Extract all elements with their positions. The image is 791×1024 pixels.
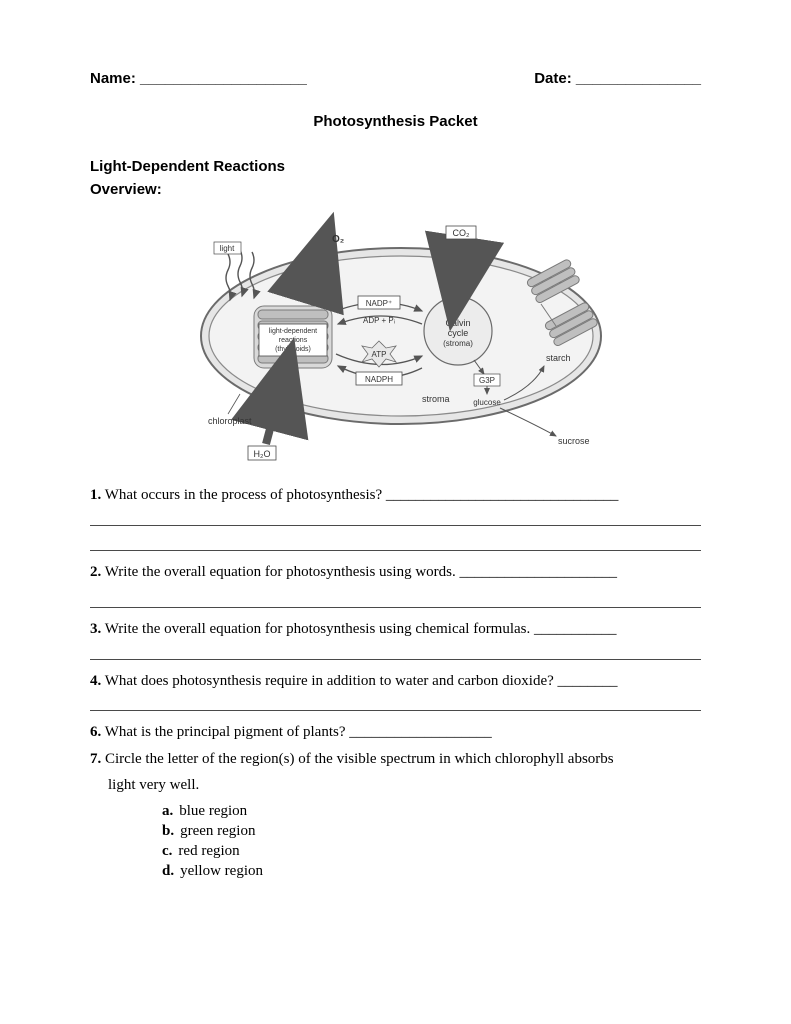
option-d[interactable]: d.yellow region	[162, 861, 701, 881]
co2-label: CO₂	[452, 228, 470, 238]
header-row: Name: ____________________ Date: _______…	[90, 70, 701, 87]
diagram-container: light-dependent reactions (thylakoids) C…	[90, 206, 701, 466]
q4-text: What does photosynthesis require in addi…	[101, 673, 617, 689]
ldr-label-2: reactions	[278, 337, 307, 344]
chloroplast-diagram: light-dependent reactions (thylakoids) C…	[166, 206, 626, 466]
sucrose-label: sucrose	[558, 436, 590, 446]
question-6: 6. What is the principal pigment of plan…	[90, 721, 701, 744]
glucose-label: glucose	[473, 398, 501, 407]
q2-text: Write the overall equation for photosynt…	[101, 564, 617, 580]
q3-num: 3.	[90, 621, 101, 637]
options-list: a.blue region b.green region c.red regio…	[162, 801, 701, 882]
nadph-label: NADPH	[364, 375, 392, 384]
blank-line[interactable]	[90, 511, 701, 526]
section-heading-1: Light-Dependent Reactions	[90, 158, 701, 175]
question-1: 1. What occurs in the process of photosy…	[90, 484, 701, 507]
blank-line[interactable]	[90, 593, 701, 608]
ldr-label-3: (thylakoids)	[275, 346, 311, 353]
worksheet-page: Name: ____________________ Date: _______…	[0, 0, 791, 942]
option-a[interactable]: a.blue region	[162, 801, 701, 821]
q4-num: 4.	[90, 673, 101, 689]
blank-line[interactable]	[90, 645, 701, 660]
calvin-label-1: Calvin	[445, 318, 470, 328]
blank-line[interactable]	[90, 696, 701, 711]
g3p-label: G3P	[478, 376, 494, 385]
date-field[interactable]: Date: _______________	[534, 70, 701, 87]
nadp-label: NADP⁺	[365, 299, 391, 308]
light-label: light	[219, 244, 234, 253]
question-2: 2. Write the overall equation for photos…	[90, 561, 701, 584]
question-7-cont: light very well.	[108, 774, 701, 797]
h2o-label: H₂O	[253, 449, 270, 459]
q2-num: 2.	[90, 564, 101, 580]
q7-text: Circle the letter of the region(s) of th…	[101, 751, 613, 767]
name-field[interactable]: Name: ____________________	[90, 70, 307, 87]
worksheet-title: Photosynthesis Packet	[90, 113, 701, 130]
q3-text: Write the overall equation for photosynt…	[101, 621, 616, 637]
q1-num: 1.	[90, 487, 101, 503]
q7-num: 7.	[90, 751, 101, 767]
q1-text: What occurs in the process of photosynth…	[101, 487, 618, 503]
question-3: 3. Write the overall equation for photos…	[90, 618, 701, 641]
o2-label: O₂	[332, 234, 344, 245]
question-4: 4. What does photosynthesis require in a…	[90, 670, 701, 693]
q6-text: What is the principal pigment of plants?…	[101, 724, 492, 740]
calvin-label-3: (stroma)	[443, 339, 473, 348]
q6-num: 6.	[90, 724, 101, 740]
question-7: 7. Circle the letter of the region(s) of…	[90, 748, 701, 771]
stroma-label: stroma	[422, 394, 450, 404]
ldr-label-1: light-dependent	[268, 328, 316, 335]
calvin-label-2: cycle	[447, 328, 468, 338]
blank-line[interactable]	[90, 536, 701, 551]
option-b[interactable]: b.green region	[162, 821, 701, 841]
atp-label: ATP	[371, 350, 386, 359]
section-heading-2: Overview:	[90, 181, 701, 198]
chloroplast-label: chloroplast	[208, 416, 252, 426]
adp-label: ADP + Pᵢ	[362, 316, 394, 325]
option-c[interactable]: c.red region	[162, 841, 701, 861]
starch-label: starch	[546, 353, 571, 363]
